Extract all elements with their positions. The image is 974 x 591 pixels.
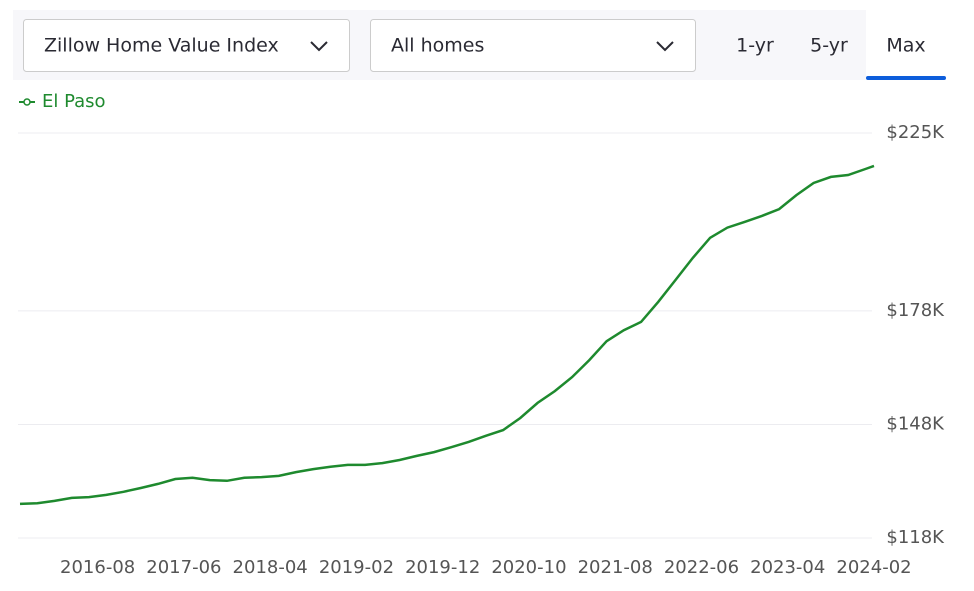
active-tab-bg bbox=[866, 10, 946, 80]
legend-marker bbox=[23, 98, 31, 106]
y-tick-label: $225K bbox=[886, 122, 945, 143]
dropdown-label: Zillow Home Value Index bbox=[44, 35, 279, 57]
x-tick-label: 2019-02 bbox=[319, 557, 394, 578]
x-tick-label: 2024-02 bbox=[836, 557, 911, 578]
range-tab[interactable]: 1-yr bbox=[736, 35, 774, 57]
range-tab[interactable]: Max bbox=[886, 35, 925, 57]
x-tick-label: 2019-12 bbox=[405, 557, 480, 578]
x-tick-label: 2021-08 bbox=[578, 557, 653, 578]
y-tick-label: $178K bbox=[886, 300, 945, 321]
legend-label: El Paso bbox=[42, 91, 106, 112]
x-tick-label: 2022-06 bbox=[664, 557, 739, 578]
x-tick-label: 2020-10 bbox=[491, 557, 566, 578]
chevron bbox=[310, 41, 328, 52]
y-tick-label: $118K bbox=[886, 527, 945, 548]
chevron bbox=[656, 41, 674, 52]
dropdown-label: All homes bbox=[391, 35, 484, 57]
series-line bbox=[19, 164, 875, 506]
home-type-dropdown[interactable] bbox=[370, 19, 696, 72]
x-tick-label: 2023-04 bbox=[750, 557, 825, 578]
active-tab-underline bbox=[866, 76, 946, 80]
metric-dropdown[interactable] bbox=[23, 19, 350, 72]
x-tick-label: 2018-04 bbox=[233, 557, 308, 578]
range-tab[interactable]: 5-yr bbox=[810, 35, 848, 57]
x-tick-label: 2017-06 bbox=[146, 557, 221, 578]
x-tick-label: 2016-08 bbox=[60, 557, 135, 578]
y-tick-label: $148K bbox=[886, 413, 945, 434]
